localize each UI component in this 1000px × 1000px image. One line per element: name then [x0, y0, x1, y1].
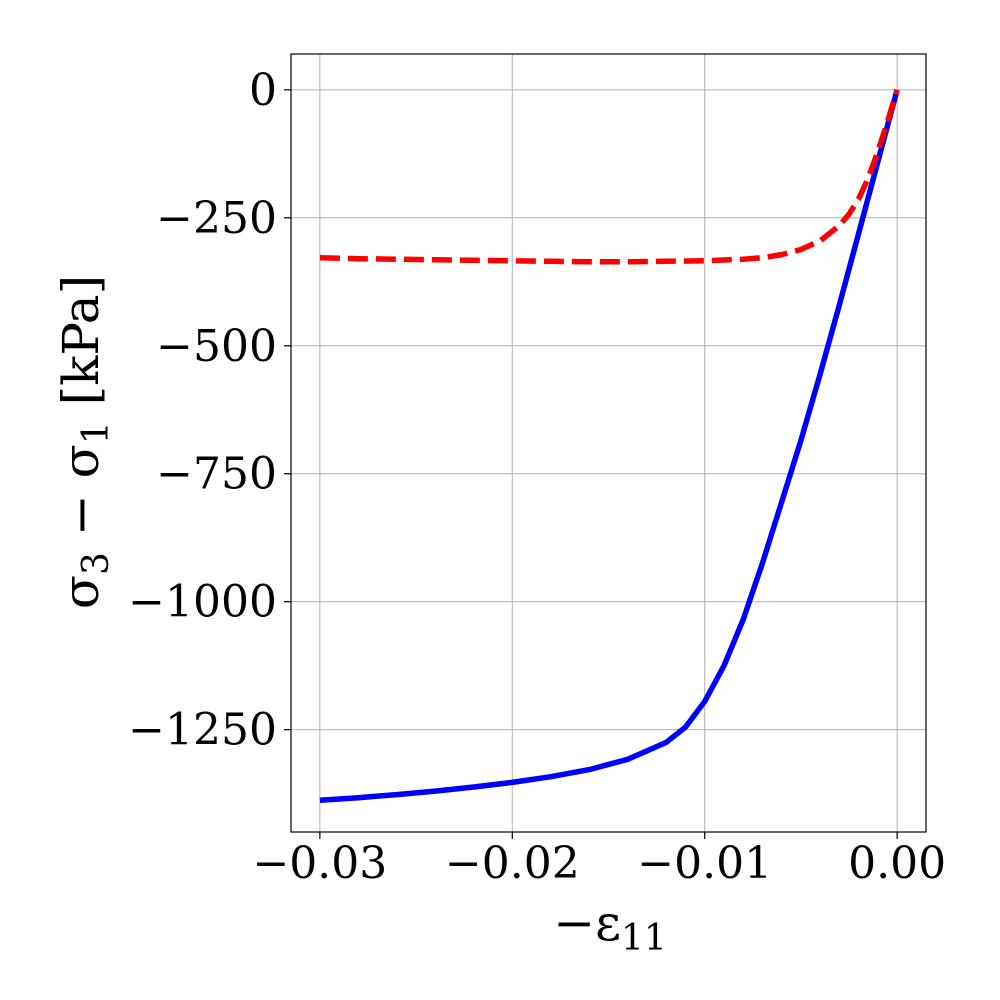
series-line-red-dashed — [319, 89, 900, 265]
series-lines — [319, 89, 900, 804]
series-line-blue-solid — [319, 89, 900, 804]
y-axis-label-minus-sigma1: − σ — [52, 444, 110, 552]
x-axis-label: −ε11 — [553, 894, 667, 959]
x-ticks: −0.03 −0.02 −0.01 0.00 — [252, 832, 946, 889]
y-axis-label-sigma3: σ — [52, 575, 110, 609]
y-axis-label-unit: [kPa] — [52, 275, 110, 421]
x-tick-label: −0.02 — [445, 838, 580, 889]
y-tick-label: −1000 — [128, 577, 277, 628]
y-tick-label: 0 — [249, 65, 277, 116]
x-tick-label: −0.03 — [252, 838, 387, 889]
grid-lines — [291, 54, 926, 832]
y-ticks: 0 −250 −500 −750 −1000 −1250 — [128, 65, 291, 756]
y-tick-label: −1250 — [128, 705, 277, 756]
y-axis-label-sub1: 1 — [76, 421, 117, 444]
x-tick-label: −0.01 — [637, 838, 772, 889]
x-axis-label-main: −ε — [553, 894, 621, 952]
x-axis-label-subscript: 11 — [621, 918, 667, 959]
plot-frame — [290, 53, 927, 833]
y-tick-label: −250 — [156, 193, 277, 244]
x-tick-label: 0.00 — [848, 838, 946, 889]
y-tick-label: −500 — [156, 321, 277, 372]
y-axis-label: σ3 − σ1 [kPa] — [52, 275, 117, 609]
y-axis-label-sub3: 3 — [76, 552, 117, 575]
y-tick-label: −750 — [156, 449, 277, 500]
